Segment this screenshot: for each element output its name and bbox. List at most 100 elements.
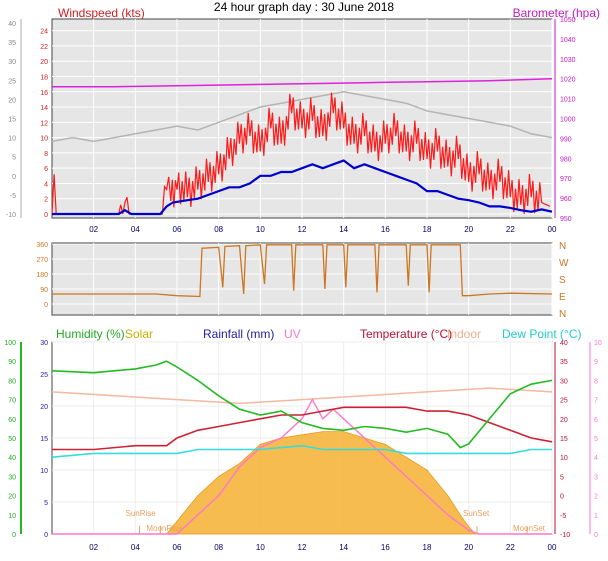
climate-x-tick: 02 bbox=[89, 543, 98, 552]
max-gust-line bbox=[51, 91, 553, 143]
baro-title: Barometer (hpa) bbox=[513, 6, 600, 20]
humidity-tick: 30 bbox=[8, 474, 16, 481]
wind-outer-tick: 15 bbox=[8, 117, 16, 124]
climate-x-tick: 06 bbox=[173, 543, 182, 552]
uv-tick: 3 bbox=[594, 474, 598, 481]
rain-tick: 10 bbox=[40, 468, 48, 475]
humidity-tick: 80 bbox=[8, 378, 16, 385]
wind-x-tick: 18 bbox=[423, 225, 432, 234]
wind-x-tick: 22 bbox=[506, 225, 515, 234]
wind-x-tick: 16 bbox=[381, 225, 390, 234]
temperature-tick: -10 bbox=[560, 532, 570, 539]
climate-x-tick: 18 bbox=[423, 543, 432, 552]
rain-tick: 5 bbox=[44, 500, 48, 507]
baro-tick: 1040 bbox=[560, 37, 576, 44]
wind-x-tick: 04 bbox=[131, 225, 140, 234]
climate-x-tick: 00 bbox=[548, 543, 557, 552]
direction-y-tick: 360 bbox=[36, 242, 48, 249]
wind-x-tick: 14 bbox=[339, 225, 348, 234]
temperature-tick: 15 bbox=[560, 436, 568, 443]
wind-outer-tick: 30 bbox=[8, 59, 16, 66]
uv-tick: 6 bbox=[594, 417, 598, 424]
humidity-tick: 50 bbox=[8, 436, 16, 443]
compass-label: N bbox=[559, 309, 566, 320]
temperature-tick: 5 bbox=[560, 474, 564, 481]
humidity-tick: 60 bbox=[8, 417, 16, 424]
legend-uv: UV bbox=[284, 327, 301, 341]
legend-humidity: Humidity (%) bbox=[56, 327, 125, 341]
uv-tick: 4 bbox=[594, 455, 598, 462]
uv-tick: 8 bbox=[594, 378, 598, 385]
wind-y-tick: 2 bbox=[44, 197, 48, 204]
wind-y-tick: 6 bbox=[44, 166, 48, 173]
solar-area bbox=[52, 431, 552, 535]
direction-y-tick: 270 bbox=[36, 257, 48, 264]
rain-tick: 20 bbox=[40, 404, 48, 411]
wind-y-tick: 10 bbox=[40, 136, 48, 143]
wind-x-tick: 10 bbox=[256, 225, 265, 234]
wind-x-tick: 06 bbox=[173, 225, 182, 234]
wind-panel: Windspeed (kts) Barometer (hpa) 02468101… bbox=[6, 6, 600, 234]
wind-y-tick: 14 bbox=[40, 105, 48, 112]
rain-tick: 15 bbox=[40, 436, 48, 443]
sunset-label: SunSet bbox=[463, 509, 490, 518]
wind-direction-line bbox=[52, 244, 553, 298]
temperature-tick: 35 bbox=[560, 359, 568, 366]
page-title: 24 hour graph day : 30 June 2018 bbox=[213, 0, 395, 14]
baro-tick: 1000 bbox=[560, 117, 576, 124]
uv-tick: 2 bbox=[594, 494, 598, 501]
humidity-tick: 100 bbox=[4, 340, 16, 347]
temperature-tick: -5 bbox=[560, 513, 566, 520]
compass-label: W bbox=[559, 258, 569, 269]
sunrise-label: SunRise bbox=[126, 509, 157, 518]
wind-outer-tick: 0 bbox=[12, 174, 16, 181]
climate-x-tick: 20 bbox=[464, 543, 473, 552]
baro-tick: 980 bbox=[560, 156, 572, 163]
legend-indoor: Indoor bbox=[447, 327, 481, 341]
uv-tick: 9 bbox=[594, 359, 598, 366]
indoor-temp-line bbox=[51, 387, 553, 405]
wind-x-tick: 08 bbox=[214, 225, 223, 234]
climate-x-tick: 08 bbox=[214, 543, 223, 552]
wind-outer-tick: 35 bbox=[8, 40, 16, 47]
rain-tick: 30 bbox=[40, 340, 48, 347]
wind-outer-tick: 5 bbox=[12, 155, 16, 162]
uv-tick: 0 bbox=[594, 532, 598, 539]
uv-tick: 1 bbox=[594, 513, 598, 520]
climate-series: SunRise SunSet MoonRise MoonSet bbox=[51, 360, 553, 535]
rain-tick: 0 bbox=[44, 532, 48, 539]
temperature-tick: 25 bbox=[560, 398, 568, 405]
wind-y-tick: 0 bbox=[44, 212, 48, 219]
humidity-line bbox=[51, 360, 553, 449]
baro-tick: 960 bbox=[560, 196, 572, 203]
wind-outer-tick: 40 bbox=[8, 21, 16, 28]
uv-tick: 5 bbox=[594, 436, 598, 443]
baro-tick: 1030 bbox=[560, 57, 576, 64]
direction-y-tick: 90 bbox=[40, 287, 48, 294]
wind-x-tick: 00 bbox=[548, 225, 557, 234]
baro-tick: 1050 bbox=[560, 17, 576, 24]
baro-tick: 1010 bbox=[560, 97, 576, 104]
temperature-tick: 30 bbox=[560, 378, 568, 385]
humidity-tick: 20 bbox=[8, 494, 16, 501]
wind-outer-tick: 20 bbox=[8, 97, 16, 104]
uv-tick: 10 bbox=[594, 340, 602, 347]
legend-dewpoint: Dew Point (°C) bbox=[502, 327, 581, 341]
humidity-tick: 40 bbox=[8, 455, 16, 462]
average-wind-line bbox=[52, 159, 553, 216]
temperature-line bbox=[52, 406, 553, 451]
wind-y-tick: 20 bbox=[40, 59, 48, 66]
uv-tick: 7 bbox=[594, 398, 598, 405]
wind-y-tick: 12 bbox=[40, 120, 48, 127]
temperature-tick: 40 bbox=[560, 340, 568, 347]
wind-y-tick: 24 bbox=[40, 29, 48, 36]
baro-tick: 970 bbox=[560, 176, 572, 183]
temperature-tick: 10 bbox=[560, 455, 568, 462]
moonset-label: MoonSet bbox=[513, 524, 546, 533]
legend-rainfall: Rainfall (mm) bbox=[203, 327, 274, 341]
wind-series bbox=[51, 77, 553, 216]
